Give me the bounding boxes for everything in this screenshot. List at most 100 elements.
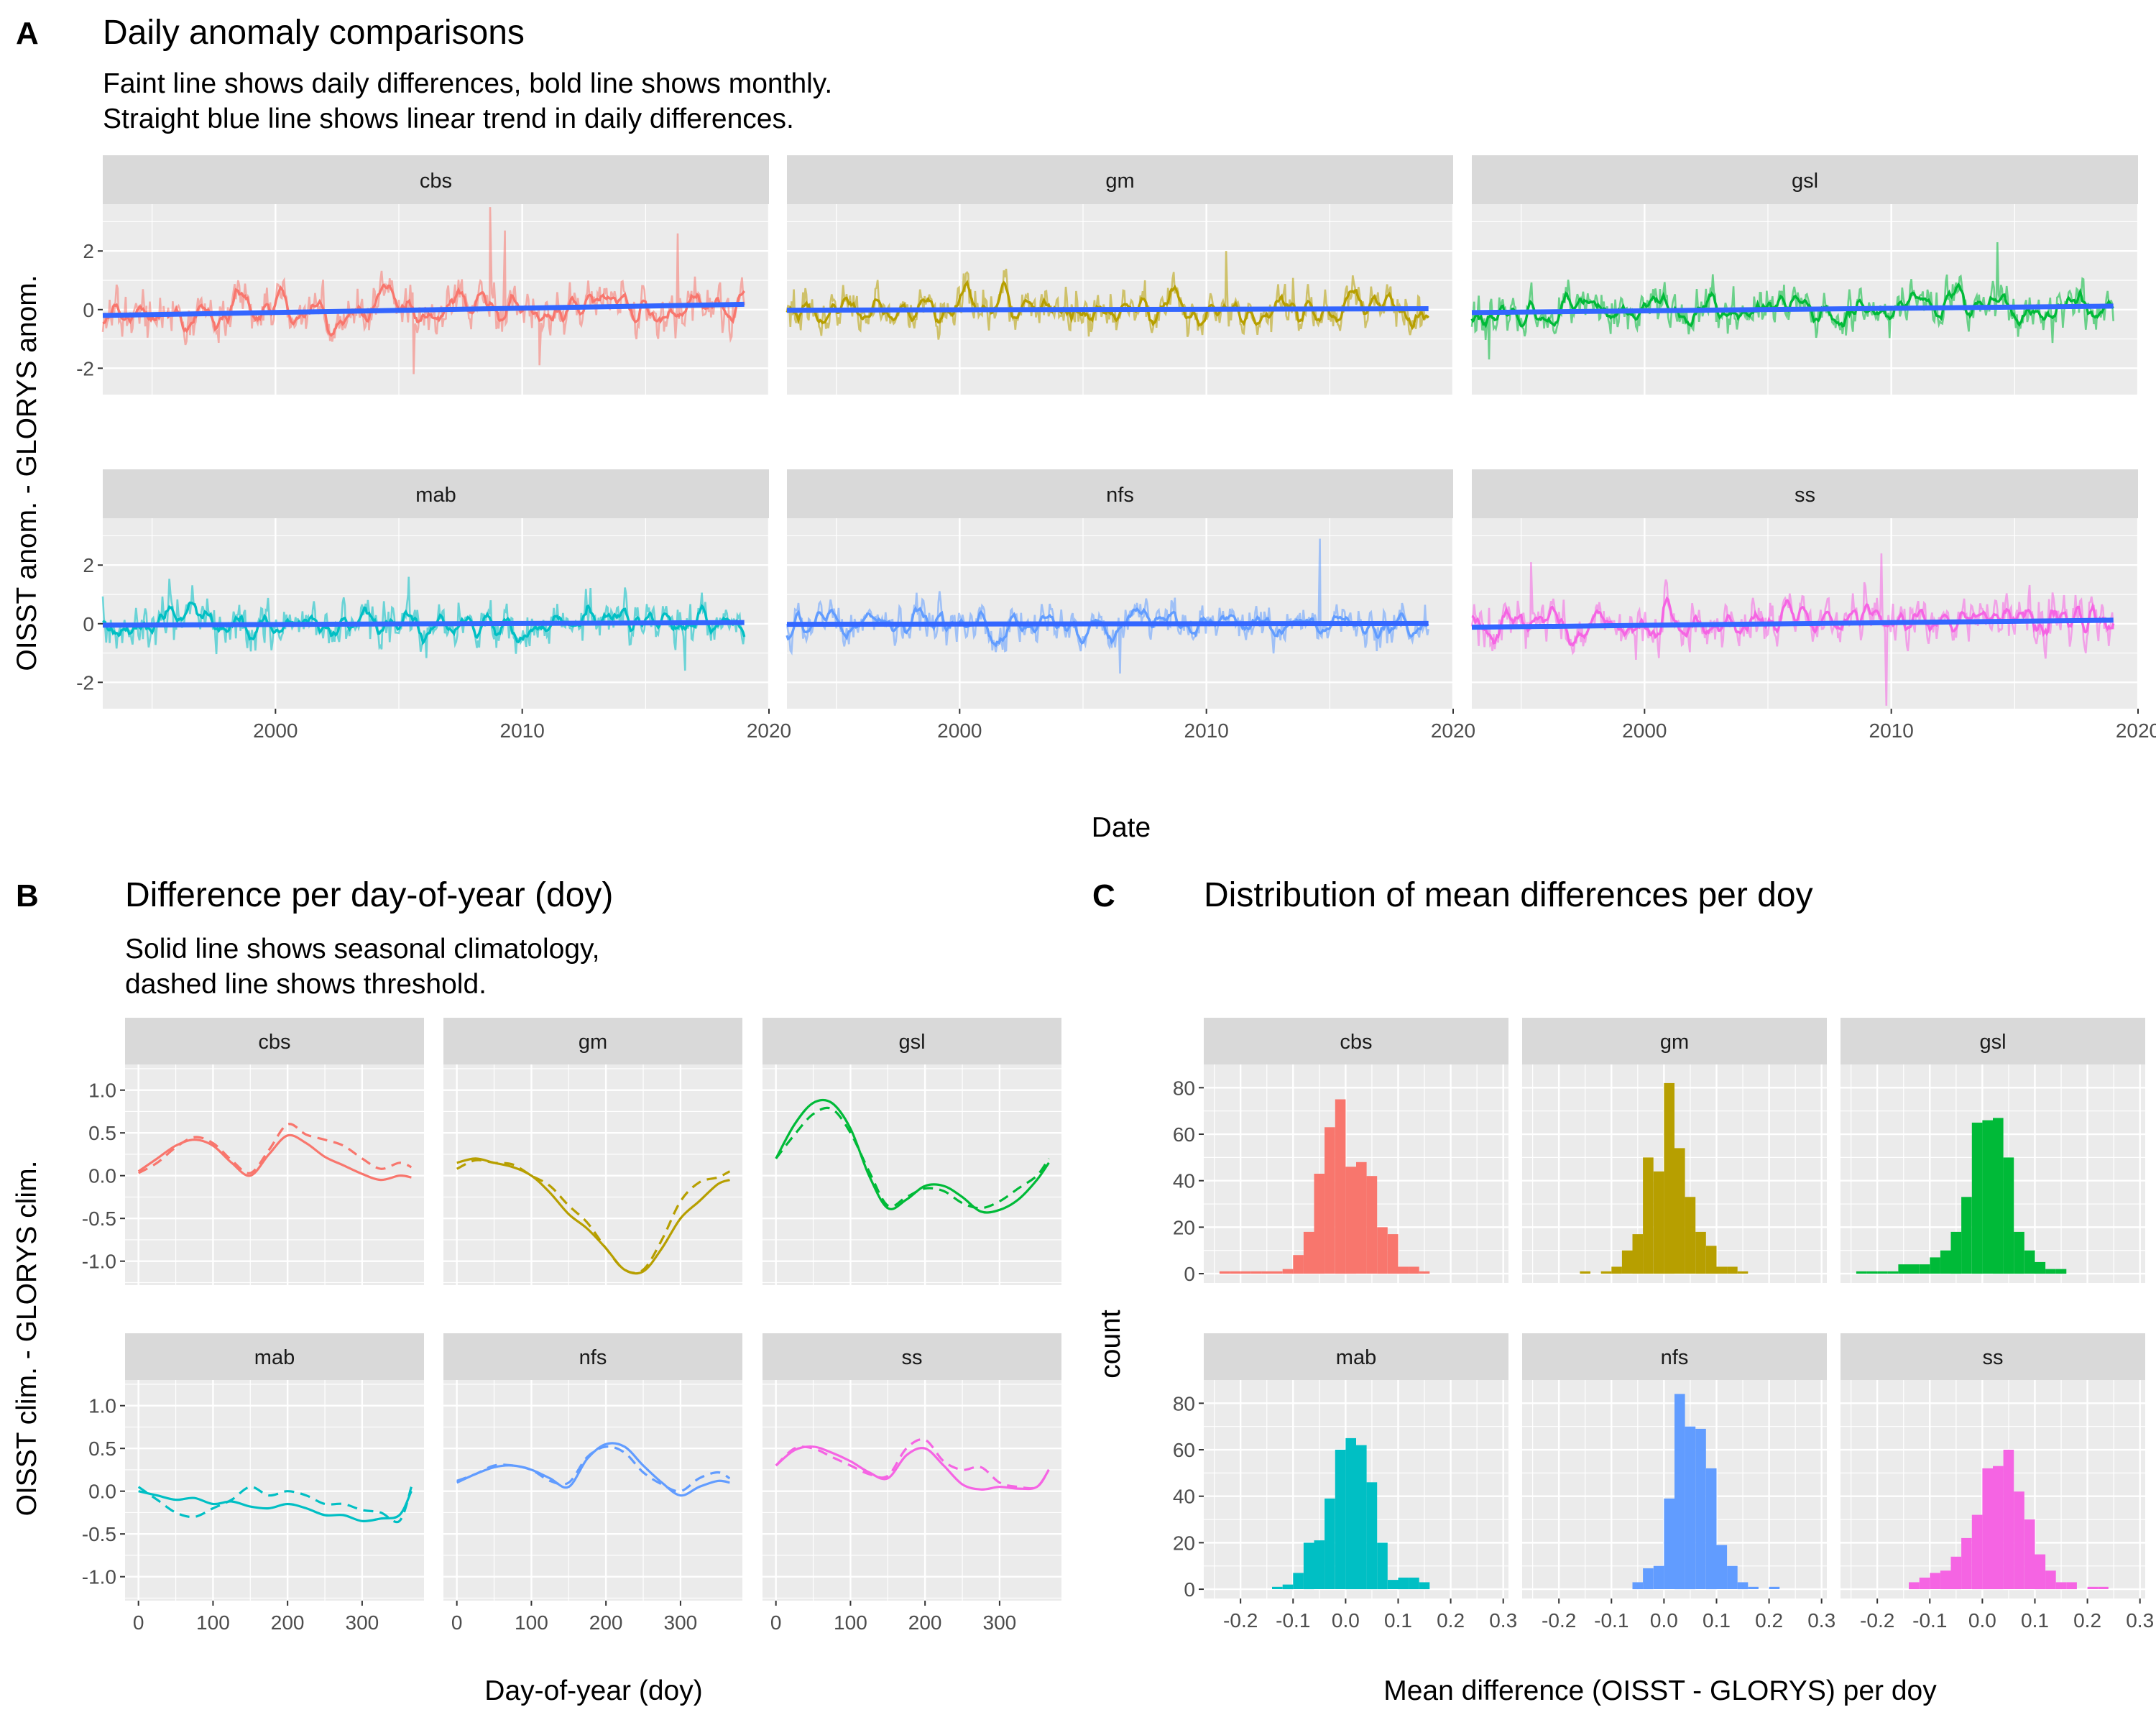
strip-label-cbs: cbs — [1340, 1031, 1372, 1054]
strip-label-nfs: nfs — [1106, 484, 1134, 507]
panel-b-subtitle-line2: dashed line shows threshold. — [125, 969, 487, 1000]
histogram-bar-gm — [1632, 1234, 1644, 1274]
histogram-bar-nfs — [1632, 1582, 1644, 1590]
panel-bg-cbs — [103, 204, 769, 395]
histogram-bar-cbs — [1250, 1271, 1262, 1274]
y-tick-label: 0.5 — [88, 1438, 116, 1460]
y-tick-label: 0.0 — [88, 1165, 116, 1187]
histogram-bar-gm — [1737, 1271, 1749, 1274]
histogram-bar-gsl — [1866, 1271, 1878, 1274]
x-tick-label: 2020 — [2116, 719, 2156, 742]
panel-b-facets: cbs -1.0 -0.5 0.0 0.5 1.0 gm gsl mab -1.0 -0.5 0.0 0… — [82, 1018, 1061, 1634]
strip-ss — [1841, 1333, 2145, 1380]
x-tick-label: -0.1 — [1594, 1609, 1628, 1632]
histogram-bar-cbs — [1240, 1271, 1251, 1274]
x-tick-label: 0.0 — [1968, 1609, 1996, 1632]
panel-bg-gm — [787, 204, 1453, 395]
histogram-bar-mab — [1293, 1573, 1304, 1589]
strip-gsl — [1841, 1018, 2145, 1064]
strip-mab — [103, 469, 769, 518]
climatology-line-gm — [456, 1157, 730, 1275]
strip-label-nfs: nfs — [579, 1346, 607, 1369]
histogram-bar-cbs — [1293, 1255, 1304, 1274]
x-tick-label: 0.3 — [1807, 1609, 1835, 1632]
y-tick-label: 0.0 — [88, 1481, 116, 1503]
histogram-bar-cbs — [1345, 1167, 1356, 1274]
trend-line-gsl — [1471, 303, 2114, 316]
panel-a-y-axis-label: OISST anom. - GLORYS anom. — [11, 275, 42, 671]
climatology-line-gsl — [775, 1098, 1050, 1214]
histogram-bar-gm — [1674, 1148, 1685, 1274]
histogram-bar-cbs — [1325, 1127, 1335, 1274]
x-tick-label: -0.1 — [1912, 1609, 1947, 1632]
y-tick-label: 0 — [83, 613, 94, 635]
histogram-bar-ss — [2045, 1570, 2056, 1590]
histogram-bar-gsl — [1856, 1271, 1867, 1274]
histogram-bar-gm — [1611, 1266, 1622, 1274]
panel-b-x-axis-label: Day-of-year (doy) — [484, 1675, 702, 1706]
x-tick-label: 100 — [196, 1611, 230, 1634]
strip-ss — [1472, 469, 2138, 518]
histogram-bar-gsl — [1950, 1231, 1962, 1274]
x-tick-label: 0.2 — [1755, 1609, 1783, 1632]
trend-line-mab — [102, 620, 745, 628]
histogram-bar-mab — [1398, 1577, 1409, 1590]
panel-c-x-axis-label: Mean difference (OISST - GLORYS) per doy — [1383, 1675, 1937, 1706]
histogram-bar-cbs — [1303, 1231, 1314, 1274]
facet-cbs: cbs -2 0 2 — [76, 155, 770, 395]
facet-ss: ss -0.2 -0.1 0.0 0.1 0.2 0.3 — [1841, 1333, 2154, 1632]
strip-cbs — [103, 155, 769, 204]
histogram-bar-gm — [1580, 1271, 1590, 1274]
histogram-bar-ss — [2087, 1586, 2099, 1589]
facet-ss: ss 2000 2010 2020 — [1470, 469, 2156, 742]
histogram-bar-gm — [1685, 1197, 1696, 1274]
histogram-bar-ss — [2024, 1519, 2035, 1589]
y-tick-label: 80 — [1173, 1077, 1195, 1099]
facet-cbs: cbs 0 20 40 60 80 — [1173, 1018, 1508, 1285]
climatology-line-nfs — [456, 1442, 730, 1497]
x-tick-label: 2020 — [1431, 719, 1475, 742]
histogram-bar-nfs — [1727, 1565, 1738, 1589]
x-tick-label: -0.2 — [1223, 1609, 1258, 1632]
x-tick-label: -0.2 — [1860, 1609, 1894, 1632]
y-tick-label: -2 — [76, 357, 94, 380]
y-tick-label: 1.0 — [88, 1395, 116, 1417]
histogram-bar-mab — [1345, 1438, 1356, 1590]
histogram-bar-ss — [2066, 1582, 2077, 1590]
y-tick-label: -0.5 — [82, 1523, 116, 1545]
trend-line-nfs — [786, 620, 1429, 627]
strip-label-gm: gm — [1105, 170, 1134, 193]
trend-line-gm — [786, 306, 1429, 313]
climatology-line-cbs — [137, 1133, 412, 1182]
strip-nfs — [443, 1333, 742, 1380]
histogram-bar-ss — [2014, 1491, 2024, 1589]
y-tick-label: 20 — [1173, 1532, 1195, 1554]
daily-difference-line-gm — [786, 251, 1429, 340]
x-tick-label: 0.1 — [1384, 1609, 1412, 1632]
trend-line-cbs — [102, 301, 745, 318]
histogram-bar-gsl — [1887, 1271, 1899, 1274]
histogram-bar-mab — [1387, 1580, 1399, 1589]
y-tick-label: 40 — [1173, 1486, 1195, 1508]
histogram-bar-gsl — [1930, 1257, 1940, 1274]
strip-label-gm: gm — [1660, 1031, 1689, 1054]
strip-label-cbs: cbs — [258, 1031, 290, 1054]
histogram-bar-gsl — [1909, 1264, 1920, 1274]
histogram-bar-mab — [1335, 1450, 1346, 1589]
monthly-difference-line-mab — [102, 601, 746, 646]
strip-gm — [1522, 1018, 1827, 1064]
x-tick-label: 0.3 — [1489, 1609, 1517, 1632]
histogram-bar-ss — [2003, 1450, 2014, 1589]
monthly-difference-line-nfs — [786, 605, 1429, 648]
x-tick-label: 2000 — [1622, 719, 1667, 742]
x-tick-label: 300 — [983, 1611, 1017, 1634]
y-tick-label: 2 — [83, 554, 94, 576]
facet-nfs: nfs -0.2 -0.1 0.0 0.1 0.2 0.3 — [1522, 1333, 1835, 1632]
histogram-bar-gsl — [2003, 1157, 2014, 1274]
histogram-bar-mab — [1314, 1540, 1325, 1589]
x-tick-label: -0.1 — [1276, 1609, 1310, 1632]
histogram-bar-nfs — [1653, 1565, 1664, 1589]
facet-mab: mab 0 20 40 60 80 -0.2 -0.1 0.0 0.1 0.2 0.3 — [1173, 1333, 1517, 1632]
y-tick-label: 40 — [1173, 1170, 1195, 1192]
x-tick-label: 0.2 — [1437, 1609, 1465, 1632]
